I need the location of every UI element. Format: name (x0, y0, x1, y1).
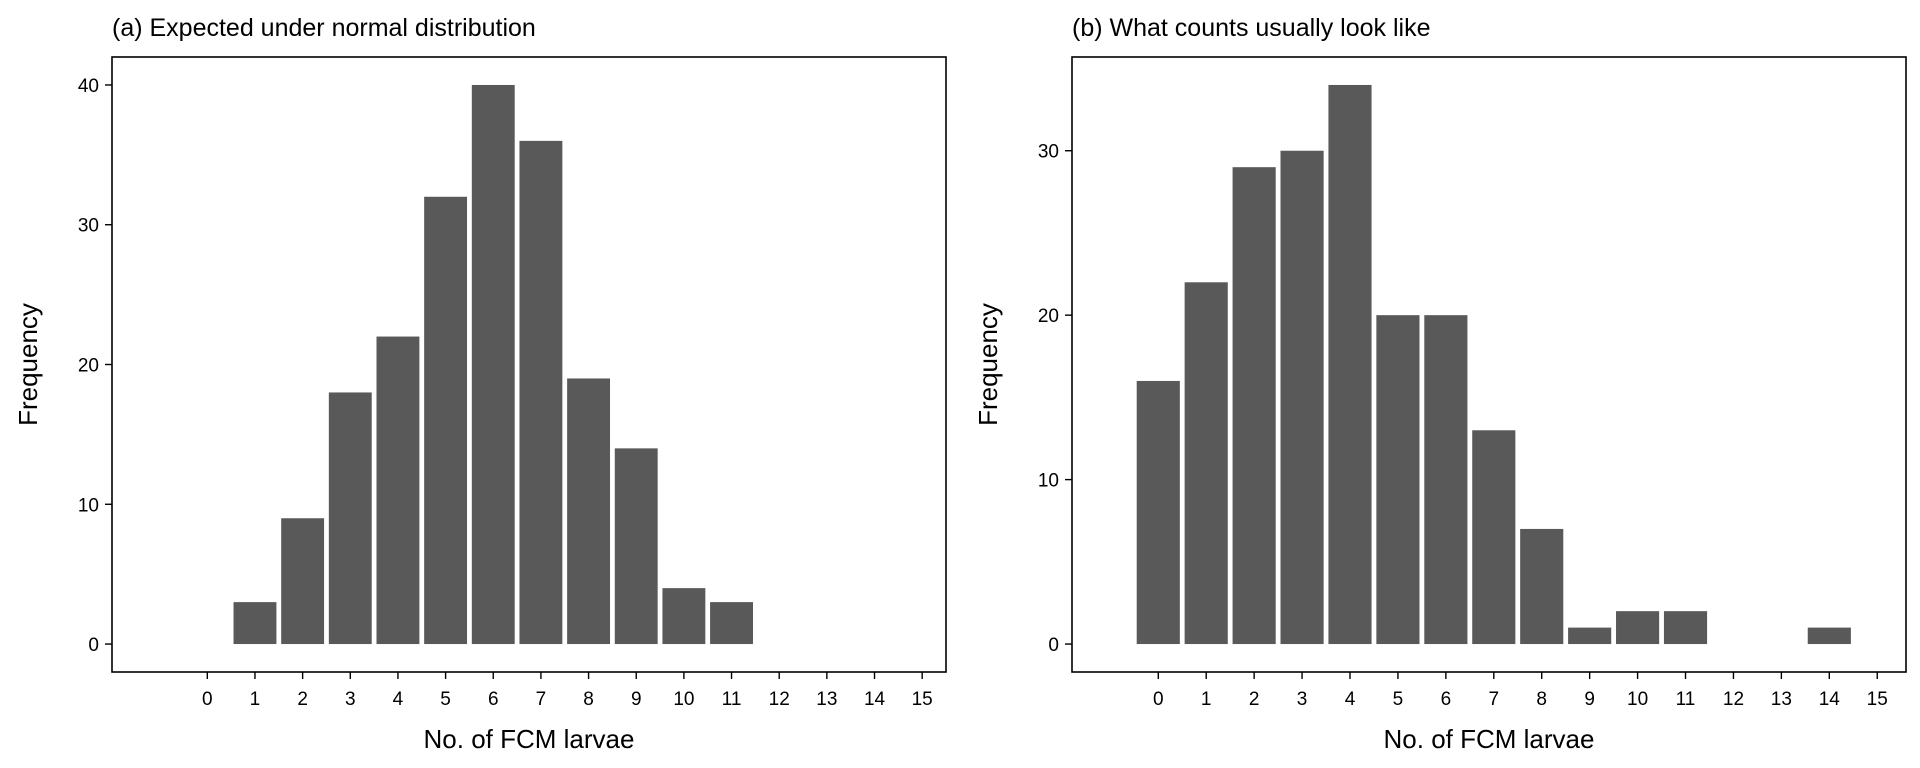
panel-a-bar-x4 (376, 336, 420, 645)
panel-b-x-tick-label-13: 13 (1771, 689, 1792, 710)
panel-b-x-axis-title: No. of FCM larvae (1384, 724, 1595, 754)
panel-a-x-tick-label-13: 13 (816, 689, 837, 710)
panel-a-bar-x11 (710, 602, 753, 645)
panel-b-bar-x2 (1232, 167, 1276, 645)
panel-b-x-tick-label-4: 4 (1345, 689, 1356, 710)
panel-b-y-tick-label-20: 20 (1038, 306, 1059, 327)
panel-b-bar-x7 (1472, 430, 1516, 645)
panel-b-x-tick-label-0: 0 (1153, 689, 1164, 710)
panel-b-bar-x5 (1376, 315, 1420, 645)
panel-a-bar-x1 (233, 602, 277, 645)
panel-a-x-tick-label-6: 6 (488, 689, 499, 710)
panel-a-x-tick-label-8: 8 (583, 689, 594, 710)
panel-a-x-tick-label-11: 11 (722, 689, 742, 710)
panel-a-x-tick-label-0: 0 (202, 689, 213, 710)
panel-a-bar-x6 (471, 84, 515, 645)
panel-b-x-tick-label-7: 7 (1489, 689, 1500, 710)
panel-a-bar-x10 (662, 588, 706, 645)
panel-b-bar-x10 (1616, 611, 1660, 645)
panel-b-x-tick-label-10: 10 (1627, 689, 1648, 710)
panel-b-x-tick-label-3: 3 (1297, 689, 1308, 710)
panel-b-bar-x6 (1424, 315, 1468, 645)
panel-b-bar-x0 (1136, 380, 1180, 645)
panel-a: (a) Expected under normal distribution N… (13, 14, 947, 754)
panel-a-x-tick-label-7: 7 (536, 689, 547, 710)
panel-b-y-tick-label-30: 30 (1038, 142, 1059, 163)
panel-a-y-tick-label-20: 20 (78, 356, 99, 377)
panel-b-x-tick-label-2: 2 (1249, 689, 1260, 710)
panel-a-x-axis-title: No. of FCM larvae (424, 724, 635, 754)
panel-b-x-tick-label-11: 11 (1676, 689, 1696, 710)
panel-a-x-tick-label-12: 12 (769, 689, 790, 710)
panel-a-x-tick-label-1: 1 (250, 689, 261, 710)
panel-a-y-tick-label-0: 0 (88, 635, 99, 656)
panel-a-x-tick-label-2: 2 (297, 689, 308, 710)
panel-b-x-tick-label-12: 12 (1723, 689, 1744, 710)
panel-b-title: (b) What counts usually look like (1072, 14, 1430, 42)
panel-b-y-tick-label-0: 0 (1048, 635, 1059, 656)
panel-b: (b) What counts usually look like No. of… (973, 14, 1907, 754)
panel-b-x-tick-label-8: 8 (1536, 689, 1547, 710)
panel-a-y-axis-title: Frequency (13, 303, 43, 426)
panel-b-plot-frame (1071, 56, 1907, 673)
panel-a-bar-x2 (281, 518, 325, 645)
panel-a-x-tick-label-10: 10 (673, 689, 694, 710)
panel-b-x-tick-label-1: 1 (1201, 689, 1212, 710)
panel-b-y-tick-label-10: 10 (1038, 471, 1059, 492)
panel-a-x-tick-label-5: 5 (440, 689, 451, 710)
panel-b-bar-x14 (1807, 627, 1851, 645)
panel-b-x-tick-label-14: 14 (1819, 689, 1841, 710)
panel-a-bar-x7 (519, 140, 563, 645)
panel-a-bar-x5 (424, 196, 468, 645)
panel-a-y-tick-label-10: 10 (78, 495, 99, 516)
panel-b-x-tick-label-6: 6 (1441, 689, 1452, 710)
panel-b-bar-x4 (1328, 84, 1372, 645)
panel-a-y-tick-label-40: 40 (78, 76, 99, 97)
panel-b-x-tick-label-9: 9 (1584, 689, 1595, 710)
panel-b-bar-x1 (1184, 282, 1228, 645)
panel-a-x-tick-label-4: 4 (393, 689, 404, 710)
panel-b-bar-x8 (1520, 528, 1564, 645)
panel-b-y-axis-title: Frequency (973, 303, 1003, 426)
panel-a-x-tick-label-9: 9 (631, 689, 642, 710)
panel-b-bar-x9 (1568, 627, 1612, 645)
panel-a-x-tick-label-15: 15 (912, 689, 933, 710)
panel-b-bar-x3 (1280, 150, 1324, 645)
panel-a-bar-x3 (328, 392, 372, 645)
panel-b-x-tick-label-5: 5 (1393, 689, 1404, 710)
panel-a-title: (a) Expected under normal distribution (112, 14, 536, 42)
panel-b-x-tick-label-15: 15 (1867, 689, 1888, 710)
panel-b-bar-x11 (1663, 611, 1708, 645)
panel-a-bar-x8 (567, 378, 611, 645)
panel-a-x-tick-label-14: 14 (864, 689, 886, 710)
panel-a-bar-x9 (614, 448, 658, 645)
panel-a-y-tick-label-30: 30 (78, 216, 99, 237)
panel-a-x-tick-label-3: 3 (345, 689, 356, 710)
